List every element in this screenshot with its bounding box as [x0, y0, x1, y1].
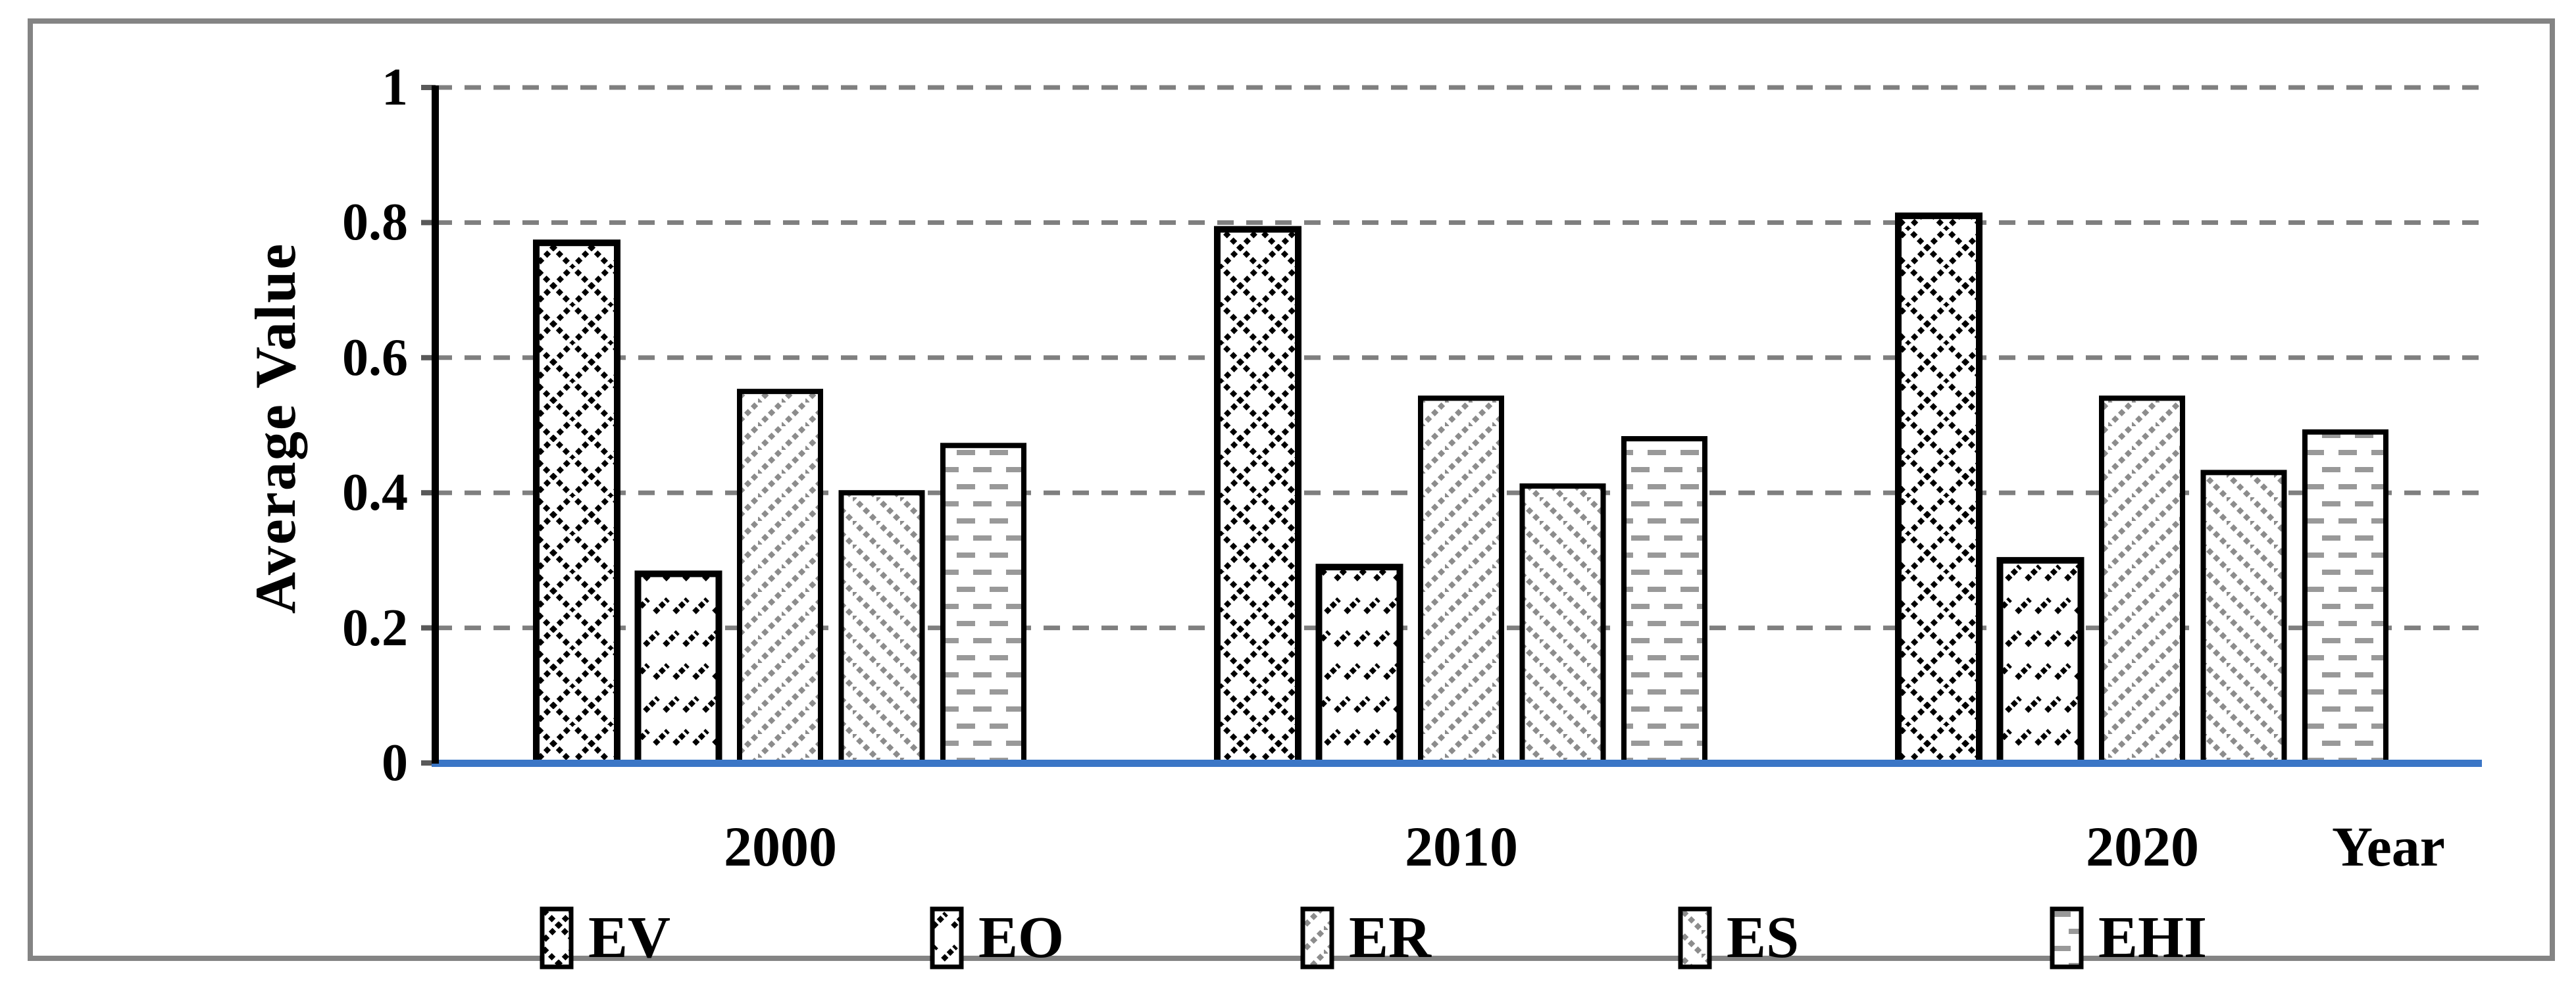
legend-swatch-diagonal-dash-rows [930, 906, 964, 970]
bar-ES-2000 [838, 490, 925, 766]
y-tick-label-0.8: 0.8 [342, 193, 408, 252]
legend-label-ER: ER [1349, 905, 1432, 970]
y-axis-tick-1 [421, 85, 436, 90]
legend-item-ES: ES [1678, 906, 1799, 970]
bar-ER-2010 [1418, 395, 1504, 766]
legend-item-EV: EV [540, 906, 670, 970]
bar-ES-2010 [1519, 483, 1606, 766]
y-axis-tick-0.2 [421, 625, 436, 631]
y-tick-label-1: 1 [382, 59, 408, 116]
x-category-2000: 2000 [724, 815, 837, 878]
y-tick-label-0.4: 0.4 [342, 464, 408, 522]
y-axis-tick-0.6 [421, 355, 436, 360]
legend-marker-EO-icon [930, 906, 964, 970]
y-axis-tick-0 [421, 760, 436, 766]
legend-swatch-diagonal-dotted-down [1678, 906, 1712, 970]
bar-ES-2020 [2200, 470, 2287, 766]
legend-label-EHI: EHI [2098, 905, 2208, 970]
legend-item-ER: ER [1300, 906, 1431, 970]
bar-EO-2020 [1996, 556, 2084, 767]
legend-swatch-diamond-crosshatch [540, 906, 574, 970]
y-axis-line [432, 86, 439, 764]
x-axis-title: Year [2332, 815, 2445, 878]
legend-label-EO: EO [978, 905, 1065, 970]
legend-item-EHI: EHI [2050, 906, 2207, 970]
bar-EHI-2010 [1621, 436, 1707, 766]
y-axis-tick-0.4 [421, 490, 436, 496]
bar-EHI-2020 [2302, 429, 2388, 766]
y-tick-label-0: 0 [382, 734, 408, 792]
y-axis-title: Average Value [244, 242, 308, 614]
x-category-2010: 2010 [1405, 815, 1518, 878]
legend-item-EO: EO [930, 906, 1064, 970]
y-tick-label-0.2: 0.2 [342, 599, 408, 657]
bar-EV-2000 [533, 239, 620, 766]
bar-ER-2000 [737, 389, 823, 766]
legend-marker-EV-icon [540, 906, 574, 970]
x-axis-baseline [432, 760, 2482, 767]
bar-EO-2000 [634, 570, 722, 766]
legend-label-EV: EV [588, 905, 671, 970]
bar-EV-2010 [1214, 226, 1301, 767]
bar-EV-2020 [1895, 212, 1983, 766]
legend-marker-EHI-icon [2050, 906, 2084, 970]
legend-marker-ER-icon [1300, 906, 1334, 970]
bar-ER-2020 [2099, 395, 2185, 766]
y-tick-label-0.6: 0.6 [342, 328, 408, 387]
bar-EO-2010 [1315, 564, 1403, 766]
x-category-2020: 2020 [2086, 815, 2199, 878]
y-axis-tick-0.8 [421, 220, 436, 226]
legend-marker-ES-icon [1678, 906, 1712, 970]
legend-swatch-diagonal-dotted-up [1300, 906, 1334, 970]
legend-swatch-horizontal-dashes [2050, 906, 2084, 970]
legend-label-ES: ES [1727, 905, 1800, 970]
bar-EHI-2000 [940, 443, 1026, 766]
